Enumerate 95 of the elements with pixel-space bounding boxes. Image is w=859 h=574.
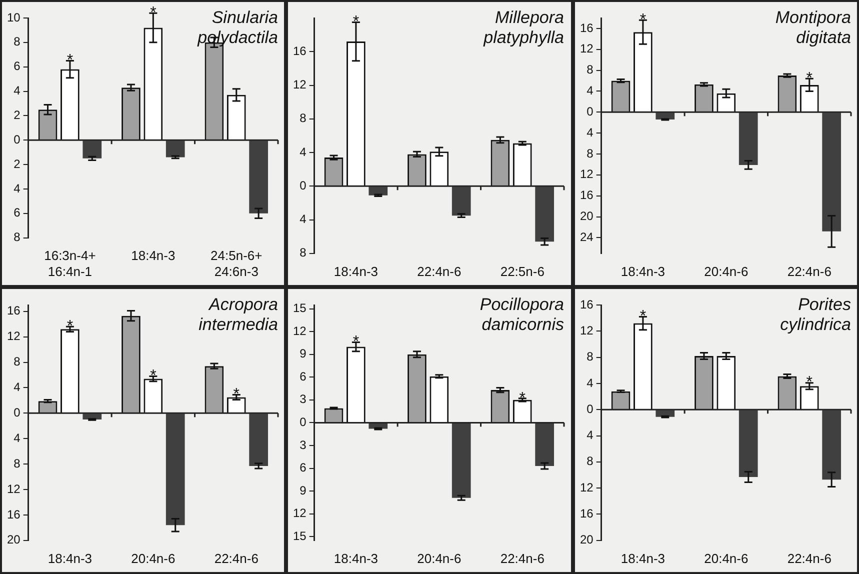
y-tick-label: 16	[580, 20, 594, 35]
y-tick-label: 4	[14, 430, 21, 445]
annotation: *	[352, 334, 360, 351]
x-tick-label: 18:4n-3	[334, 550, 378, 566]
y-tick-label: 4	[586, 376, 594, 390]
annotation: *	[640, 308, 646, 326]
y-tick-label: 9	[300, 346, 307, 361]
y-tick-label: 15	[292, 301, 307, 316]
y-tick-label: 8	[14, 230, 21, 244]
x-tick-label: 18:4n-3	[334, 264, 378, 279]
y-tick-label: 6	[14, 206, 21, 220]
y-tick-label: 16	[6, 507, 21, 522]
y-tick-label: 12	[580, 167, 594, 182]
y-tick-label: 8	[14, 34, 21, 49]
y-tick-label: 3	[300, 438, 307, 452]
x-tick-label: 22:4n-6	[787, 550, 832, 566]
x-tick-label: 18:4n-3	[131, 248, 176, 264]
chart-title: Pocillopora damicornis	[480, 295, 564, 334]
y-tick-label: 15	[292, 528, 307, 543]
y-tick-label: 16	[292, 44, 307, 58]
y-tick-label: 8	[586, 454, 594, 468]
y-tick-label: 0	[586, 402, 594, 416]
y-tick-label: 2	[14, 108, 21, 122]
annotation: *	[66, 52, 74, 70]
x-tick-label: 22:5n-6	[500, 264, 544, 279]
x-tick-label: 22:4n-6	[417, 264, 462, 279]
y-tick-label: 4	[14, 181, 21, 196]
y-tick-label: 8	[586, 62, 594, 77]
x-tick-label: 18:4n-3	[48, 550, 92, 566]
y-tick-label: 12	[580, 42, 594, 56]
chart-title: Millepora platyphylla	[482, 8, 564, 48]
annotation: *	[150, 368, 156, 385]
chart-title: Acropora intermedia	[198, 295, 278, 334]
y-tick-label: 16	[580, 297, 594, 312]
y-tick-label: 20	[6, 532, 21, 547]
y-tick-label: 12	[292, 78, 307, 92]
y-tick-label: 8	[300, 111, 307, 126]
y-tick-label: 4	[14, 84, 21, 98]
y-tick-label: 0	[14, 132, 21, 146]
y-tick-label: 16	[580, 188, 594, 202]
x-tick-label: 24:5n-6+ 24:6n-3	[210, 248, 262, 279]
x-tick-label: 22:4n-6	[500, 550, 544, 566]
y-tick-label: 12	[292, 324, 307, 338]
y-tick-label: 4	[14, 380, 21, 394]
x-tick-label: 18:4n-3	[620, 550, 666, 566]
y-tick-label: 12	[580, 480, 594, 494]
y-tick-label: 4	[586, 428, 594, 442]
annotation: *	[806, 70, 813, 88]
y-tick-label: 12	[6, 329, 21, 344]
y-tick-label: 6	[14, 59, 21, 74]
annotation: *	[150, 4, 156, 22]
annotation: *	[519, 390, 526, 407]
annotation: *	[640, 12, 646, 28]
y-tick-label: 0	[586, 104, 594, 118]
y-tick-label: 2	[14, 156, 21, 171]
x-tick-label: 22:4n-6	[214, 550, 258, 566]
y-tick-label: 4	[586, 125, 594, 140]
x-tick-label: 20:4n-6	[704, 550, 748, 566]
x-tick-label: 20:4n-6	[704, 264, 748, 279]
y-tick-label: 9	[300, 483, 307, 498]
chart-title: Montipora digitata	[775, 8, 851, 48]
annotation: *	[352, 14, 360, 31]
y-tick-label: 10	[6, 10, 21, 24]
x-tick-label: 22:4n-6	[787, 264, 832, 279]
y-tick-label: 8	[14, 456, 21, 470]
y-tick-label: 6	[300, 369, 307, 384]
x-tick-label: 20:4n-6	[131, 550, 176, 566]
y-tick-label: 4	[586, 84, 594, 98]
y-tick-label: 0	[300, 415, 307, 430]
y-tick-label: 20	[580, 209, 594, 224]
y-tick-label: 8	[300, 246, 307, 260]
y-tick-label: 8	[586, 146, 594, 160]
y-tick-label: 12	[292, 506, 307, 520]
y-tick-label: 12	[580, 323, 594, 338]
annotation: *	[66, 318, 74, 336]
y-tick-label: 3	[300, 392, 307, 406]
annotation: *	[806, 374, 813, 392]
y-tick-label: 8	[14, 354, 21, 369]
y-tick-label: 24	[580, 230, 594, 244]
y-tick-label: 12	[6, 482, 21, 496]
y-tick-label: 4	[300, 144, 307, 159]
x-tick-label: 20:4n-6	[417, 550, 462, 566]
y-tick-label: 16	[6, 304, 21, 318]
chart-title: Porites cylindrica	[780, 295, 852, 334]
annotation: *	[233, 386, 240, 404]
x-tick-label: 16:3n-4+ 16:4n-1	[44, 248, 96, 279]
y-tick-label: 4	[300, 212, 307, 226]
x-tick-label: 18:4n-3	[620, 264, 666, 279]
y-tick-label: 6	[300, 460, 307, 475]
y-tick-label: 8	[586, 350, 594, 364]
y-tick-label: 16	[580, 506, 594, 521]
chart-title: Sinularia polydactila	[196, 8, 278, 48]
y-tick-label: 20	[580, 532, 594, 547]
y-tick-label: 0	[14, 405, 21, 420]
y-tick-label: 0	[300, 178, 307, 192]
